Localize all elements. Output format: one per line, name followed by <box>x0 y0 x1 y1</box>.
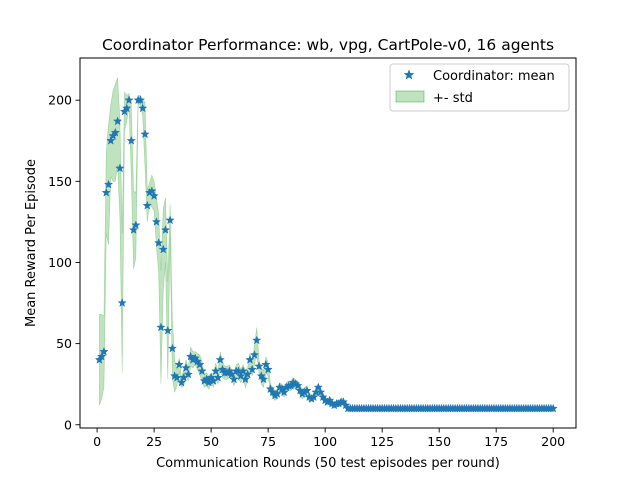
mean-point <box>96 351 107 361</box>
legend-mean-label: Coordinator: mean <box>433 69 555 84</box>
mean-point <box>229 374 239 384</box>
mean-point <box>315 387 326 397</box>
mean-point <box>215 354 225 364</box>
mean-point <box>261 359 271 369</box>
legend-std-label: +- std <box>433 91 473 106</box>
y-axis: 0 50 100 150 200 <box>48 93 80 432</box>
mean-point <box>142 200 152 210</box>
x-axis: 0 25 50 75 100 125 150 175 200 <box>93 428 565 449</box>
mean-point <box>213 372 223 382</box>
mean-point <box>128 225 139 234</box>
y-tick-label: 150 <box>48 174 72 189</box>
mean-point <box>117 298 127 308</box>
mean-point <box>181 363 191 372</box>
x-tick-label: 200 <box>541 434 565 449</box>
mean-point <box>165 215 175 225</box>
x-tick-label: 100 <box>313 434 337 449</box>
y-tick-label: 0 <box>64 417 72 432</box>
x-tick-label: 75 <box>260 434 276 449</box>
mean-point <box>167 343 178 353</box>
mean-point <box>160 225 171 235</box>
x-axis-label: Communication Rounds (50 test episodes p… <box>156 456 500 471</box>
mean-point <box>115 163 125 173</box>
mean-point <box>110 127 121 137</box>
mean-point <box>99 346 109 356</box>
y-tick-label: 100 <box>48 255 72 270</box>
plot-frame <box>79 57 577 429</box>
mean-markers-layer <box>94 95 558 413</box>
mean-point <box>158 244 168 254</box>
mean-point <box>252 335 262 345</box>
mean-point <box>101 187 111 197</box>
mean-point <box>211 366 221 376</box>
x-tick-label: 25 <box>146 434 162 449</box>
mean-point <box>242 369 253 379</box>
x-tick-label: 150 <box>427 434 451 449</box>
y-tick-label: 200 <box>48 93 72 108</box>
mean-point <box>195 359 205 369</box>
mean-point <box>126 135 136 145</box>
mean-point <box>313 382 323 392</box>
y-tick-label: 50 <box>56 336 72 351</box>
mean-point <box>124 95 134 105</box>
legend-box <box>389 63 570 112</box>
mean-point <box>131 220 141 230</box>
mean-point <box>183 369 194 379</box>
mean-point <box>272 389 282 398</box>
mean-point <box>156 322 166 332</box>
mean-point <box>140 129 150 139</box>
chart-title: Coordinator Performance: wb, vpg, CartPo… <box>102 36 554 54</box>
mean-point <box>154 238 164 247</box>
mean-point <box>135 95 146 105</box>
x-tick-label: 50 <box>203 434 219 449</box>
legend-star <box>403 69 415 80</box>
legend-mean-marker <box>403 69 415 80</box>
mean-point <box>240 374 251 384</box>
mean-point <box>147 186 157 196</box>
y-axis-label: Mean Reward Per Episode <box>24 159 39 327</box>
mean-point <box>103 179 114 189</box>
mean-point <box>293 380 303 390</box>
mean-point <box>302 385 312 395</box>
mean-point <box>106 135 116 145</box>
mean-point <box>138 103 148 113</box>
x-tick-label: 0 <box>93 434 101 449</box>
mean-point <box>122 103 132 113</box>
mean-point <box>263 364 273 374</box>
mean-point <box>548 403 558 413</box>
mean-point <box>149 191 159 200</box>
mean-point <box>247 364 257 374</box>
mean-point <box>245 354 255 364</box>
mean-point <box>309 392 319 402</box>
mean-point <box>176 377 187 387</box>
mean-point <box>249 350 260 359</box>
x-tick-label: 175 <box>484 434 508 449</box>
mean-point <box>112 116 123 126</box>
legend: Coordinator: mean +- std <box>389 63 570 112</box>
mean-point <box>163 325 173 335</box>
mean-point <box>151 216 162 226</box>
legend-std-swatch <box>395 90 425 103</box>
x-tick-label: 125 <box>370 434 394 449</box>
mean-point <box>258 374 269 384</box>
mean-point <box>174 359 184 369</box>
mean-point <box>254 361 264 371</box>
mean-point <box>197 366 207 376</box>
mean-point <box>279 387 289 397</box>
